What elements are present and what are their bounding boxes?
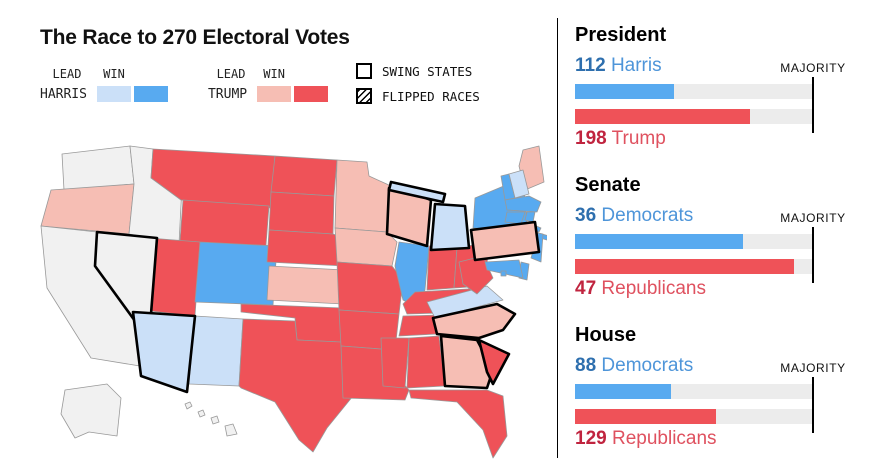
trump-win-swatch	[294, 86, 329, 102]
win-column-label: WIN	[263, 67, 285, 81]
state-NC[interactable]	[431, 302, 517, 340]
state-MI[interactable]	[429, 202, 471, 252]
win-column-label: WIN	[103, 67, 125, 81]
harris-lead-swatch	[96, 86, 131, 102]
harris-win-swatch	[133, 86, 168, 102]
harris-legend-label: HARRIS	[40, 86, 87, 102]
senate-rep-count: 47	[575, 278, 597, 299]
panel-title: House	[575, 324, 637, 346]
map-color-legend: HARRIS LEAD WIN TRUMP LEAD WIN	[40, 66, 329, 102]
house-dem-name: Democrats	[601, 355, 694, 376]
majority-label: MAJORITY	[780, 361, 846, 375]
house-rep-bar-fill	[575, 409, 716, 424]
senate-rep-bar-fill	[575, 259, 795, 274]
panel-title: President	[575, 24, 667, 46]
house-rep-count: 129	[575, 428, 607, 449]
state-NH[interactable]	[508, 169, 530, 199]
trump-legend-label: TRUMP	[207, 86, 248, 102]
state-IN[interactable]	[426, 245, 458, 291]
state-CT[interactable]	[504, 211, 526, 225]
harris-count: 112	[575, 55, 606, 76]
trump-count: 198	[575, 128, 607, 149]
page-title: The Race to 270 Electoral Votes	[40, 26, 350, 49]
panel-president: President 112 Harris MAJORITY 198 Trump	[575, 24, 860, 174]
senate-rep-bar	[575, 259, 813, 274]
harris-name: Harris	[610, 55, 662, 76]
house-rep-name: Republicans	[611, 428, 717, 449]
flipped-race-icon	[356, 88, 372, 104]
lead-column-label: LEAD	[52, 67, 82, 81]
harris-legend-group: HARRIS LEAD WIN	[40, 66, 168, 102]
house-rep-bar	[575, 409, 813, 424]
state-AK[interactable]	[60, 383, 122, 439]
state-TX[interactable]	[238, 318, 356, 453]
state-AL[interactable]	[406, 335, 446, 389]
house-rep-caption: 129 Republicans	[575, 428, 717, 450]
state-HI[interactable]	[197, 409, 206, 418]
trump-bar-fill	[575, 109, 750, 124]
trump-bar	[575, 109, 813, 124]
state-CO[interactable]	[194, 241, 278, 306]
panel-house: House 88 Democrats MAJORITY 129 Republic…	[575, 324, 860, 474]
state-PA[interactable]	[469, 220, 541, 262]
panel-senate: Senate 36 Democrats MAJORITY 47 Republic…	[575, 174, 860, 324]
senate-dem-caption: 36 Democrats	[575, 205, 693, 227]
swing-states-label: SWING STATES	[382, 63, 473, 79]
trump-lead-swatch	[257, 86, 292, 102]
state-DC[interactable]	[500, 270, 507, 277]
state-VA[interactable]	[426, 285, 504, 319]
state-SC[interactable]	[477, 338, 511, 386]
senate-rep-caption: 47 Republicans	[575, 278, 706, 300]
majority-tick	[812, 377, 814, 433]
state-OR[interactable]	[40, 183, 135, 235]
state-MI[interactable]	[387, 180, 447, 204]
harris-bar	[575, 84, 813, 99]
house-dem-caption: 88 Democrats	[575, 355, 693, 377]
harris-caption: 112 Harris	[575, 55, 662, 77]
state-HI[interactable]	[210, 415, 220, 425]
house-dem-bar-fill	[575, 384, 672, 399]
majority-label: MAJORITY	[780, 211, 846, 225]
lead-column-label: LEAD	[216, 67, 246, 81]
senate-rep-name: Republicans	[601, 278, 706, 299]
senate-dem-count: 36	[575, 205, 597, 226]
state-NM[interactable]	[188, 315, 244, 387]
trump-caption: 198 Trump	[575, 128, 666, 150]
state-KS[interactable]	[266, 265, 346, 305]
state-MO[interactable]	[336, 261, 404, 315]
state-MD[interactable]	[484, 259, 524, 279]
majority-tick	[812, 77, 814, 133]
panel-title: Senate	[575, 174, 641, 196]
map-key-legend: SWING STATES FLIPPED RACES	[356, 62, 480, 112]
state-HI[interactable]	[184, 401, 193, 410]
state-AZ[interactable]	[131, 310, 197, 394]
majority-tick	[812, 227, 814, 283]
flipped-races-key: FLIPPED RACES	[356, 87, 480, 105]
state-HI[interactable]	[224, 423, 238, 437]
state-RI[interactable]	[524, 211, 536, 223]
state-WA[interactable]	[61, 145, 135, 191]
state-ND[interactable]	[270, 155, 338, 197]
senate-dem-name: Democrats	[601, 205, 694, 226]
senate-dem-bar-fill	[575, 234, 743, 249]
state-FL[interactable]	[408, 389, 508, 459]
harris-bar-fill	[575, 84, 674, 99]
trump-name: Trump	[611, 128, 666, 149]
house-dem-bar	[575, 384, 813, 399]
state-MA[interactable]	[504, 195, 542, 213]
trump-legend-group: TRUMP LEAD WIN	[207, 66, 329, 102]
state-MN[interactable]	[334, 159, 392, 233]
state-IA[interactable]	[334, 227, 398, 267]
panel-divider	[557, 18, 558, 458]
swing-states-key: SWING STATES	[356, 62, 480, 80]
swing-state-icon	[356, 63, 372, 79]
state-MS[interactable]	[380, 337, 410, 389]
state-NE[interactable]	[266, 229, 348, 267]
flipped-races-label: FLIPPED RACES	[382, 88, 480, 104]
state-SD[interactable]	[268, 191, 335, 235]
majority-label: MAJORITY	[780, 61, 846, 75]
us-map-svg[interactable]	[35, 138, 547, 475]
house-dem-count: 88	[575, 355, 597, 376]
senate-dem-bar	[575, 234, 813, 249]
